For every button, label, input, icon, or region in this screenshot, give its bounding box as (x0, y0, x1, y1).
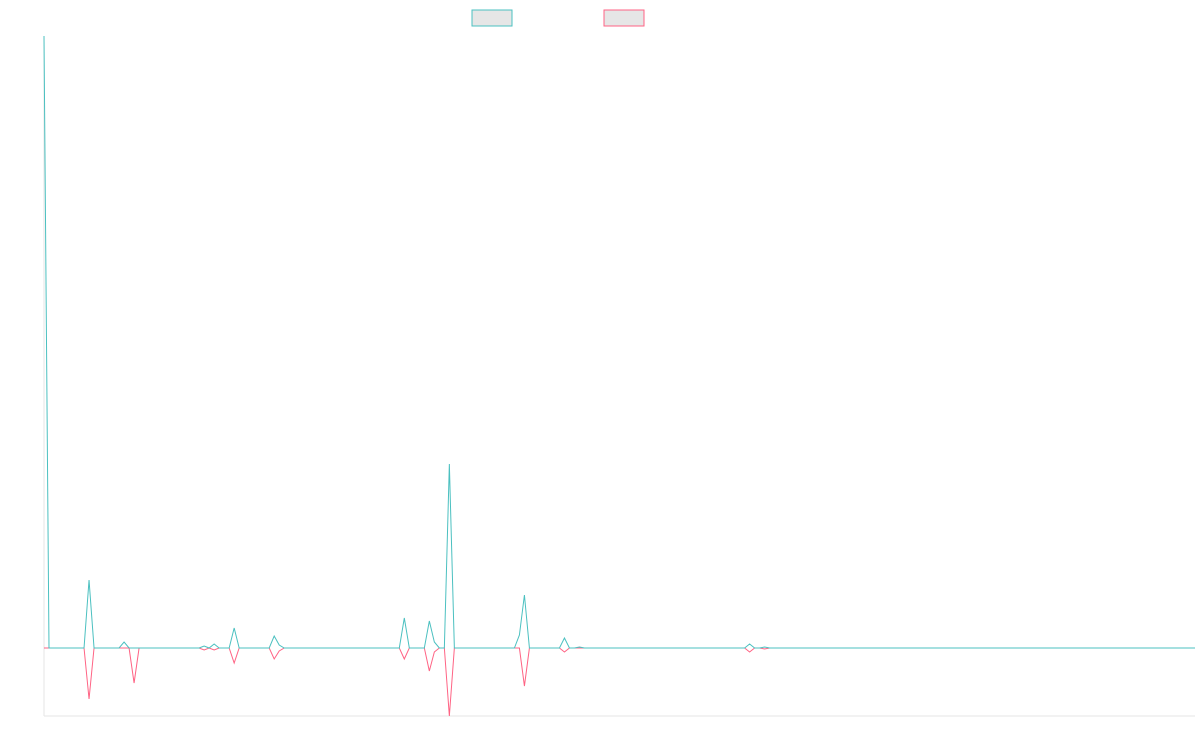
legend-swatch (603, 9, 645, 27)
series-line (43, 35, 1195, 649)
legend-swatch (471, 9, 513, 27)
series-line (44, 647, 1195, 717)
